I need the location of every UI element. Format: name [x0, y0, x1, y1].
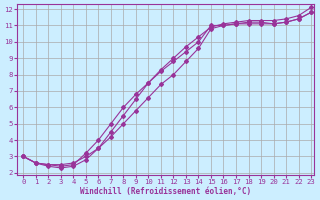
X-axis label: Windchill (Refroidissement éolien,°C): Windchill (Refroidissement éolien,°C)	[80, 187, 251, 196]
